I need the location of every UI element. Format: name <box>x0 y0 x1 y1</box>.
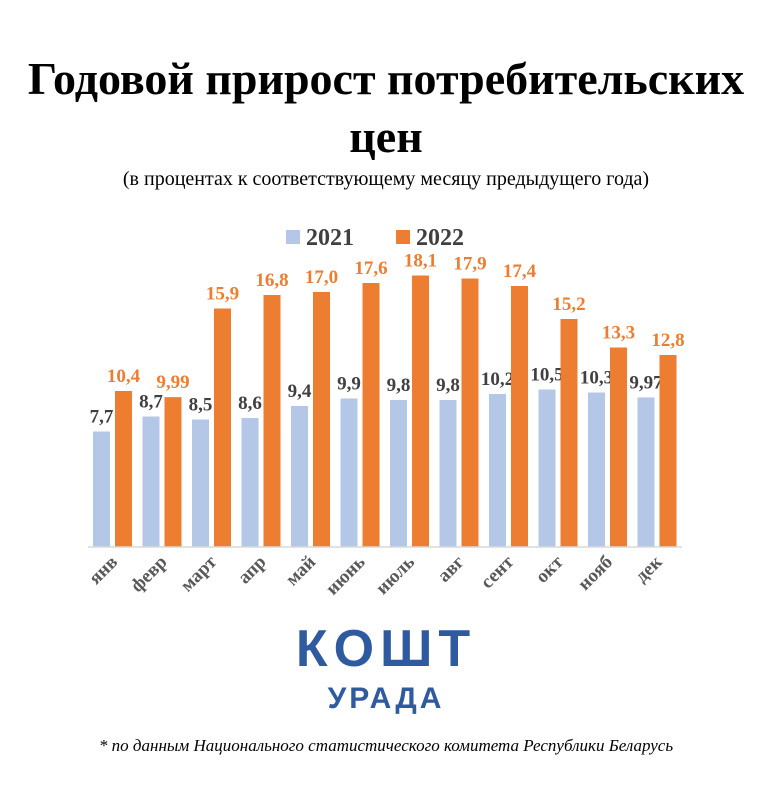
x-tick-label-окт: окт <box>532 551 568 587</box>
bar-2021-май <box>291 406 308 547</box>
data-label-2022-июль: 18,1 <box>404 251 437 272</box>
data-label-2022-янв: 10,4 <box>107 366 141 387</box>
bar-2022-февр <box>164 397 182 547</box>
data-label-2021-сент: 10,2 <box>481 369 514 390</box>
chart-subtitle: (в процентах к соответствующему месяцу п… <box>122 168 650 190</box>
data-label-2022-февр: 9,99 <box>156 372 189 393</box>
bar-2021-окт <box>538 389 556 547</box>
bar-2022-июнь <box>362 283 380 547</box>
bar-2022-авг <box>461 278 479 547</box>
data-label-2021-дек: 9,97 <box>629 372 663 393</box>
x-tick-label-сент: сент <box>477 551 519 593</box>
bar-chart: 2021 2022 7,7 10,4 янв 8,79,99 февр 8,5 15,9 март… <box>85 225 685 600</box>
bar-2021-янв <box>93 431 110 547</box>
bar-2022-дек <box>659 355 677 547</box>
bar-2021-апр <box>241 418 259 547</box>
data-label-2022-сент: 17,4 <box>503 261 537 282</box>
x-tick-label-июнь: июнь <box>322 552 370 600</box>
data-label-2021-авг: 9,8 <box>436 375 460 396</box>
bar-2021-авг <box>439 400 457 547</box>
data-label-2021-нояб: 10,3 <box>580 368 613 389</box>
legend-swatch-2021 <box>286 230 300 244</box>
data-label-2022-дек: 12,8 <box>651 330 684 351</box>
bar-2022-сент <box>511 286 528 547</box>
x-tick-label-нояб: нояб <box>574 552 617 595</box>
bar-2021-июнь <box>340 398 358 547</box>
bar-2021-дек <box>637 397 655 547</box>
data-label-2022-окт: 15,2 <box>552 294 585 315</box>
data-label-2022-май: 17,0 <box>305 267 338 288</box>
bar-2021-февр <box>142 416 160 547</box>
data-label-2021-июль: 9,8 <box>387 375 411 396</box>
data-label-2021-февр: 8,7 <box>139 392 163 413</box>
data-label-2021-июнь: 9,9 <box>337 374 361 395</box>
x-tick-label-апр: апр <box>234 552 271 589</box>
bar-2021-сент <box>489 394 506 547</box>
x-tick-label-май: май <box>282 552 320 590</box>
chart-title: Годовой прирост потребительских цен <box>27 53 745 162</box>
bar-2022-май <box>313 292 330 547</box>
footnote: * по данным Национального статистическог… <box>98 736 674 755</box>
x-tick-label-авг: авг <box>434 551 469 586</box>
data-label-2021-май: 9,4 <box>288 381 312 402</box>
bar-2022-апр <box>263 295 281 547</box>
data-label-2021-апр: 8,6 <box>238 393 262 414</box>
logo-main-text: КОШТ <box>295 620 477 678</box>
x-tick-label-июль: июль <box>372 552 419 599</box>
logo-sub-text: УРАДА <box>327 682 445 715</box>
bar-2021-нояб <box>588 392 605 547</box>
x-tick-label-дек: дек <box>631 552 666 587</box>
x-tick-label-февр: февр <box>127 552 172 597</box>
bar-2022-окт <box>560 319 578 547</box>
data-label-2021-окт: 10,5 <box>530 365 563 386</box>
data-label-2021-янв: 7,7 <box>90 407 114 428</box>
legend-label-2022: 2022 <box>416 225 464 251</box>
legend-swatch-2022 <box>396 230 410 244</box>
data-label-2022-нояб: 13,3 <box>602 323 635 344</box>
bar-2022-янв <box>115 391 132 547</box>
data-label-2021-март: 8,5 <box>189 395 213 416</box>
data-label-2022-апр: 16,8 <box>255 270 288 291</box>
data-label-2022-март: 15,9 <box>206 284 239 305</box>
data-label-2022-авг: 17,9 <box>453 254 486 275</box>
legend-label-2021: 2021 <box>306 225 354 251</box>
x-tick-label-янв: янв <box>85 552 122 589</box>
bar-2021-июль <box>390 400 407 547</box>
bar-2022-нояб <box>610 347 627 547</box>
x-tick-label-март: март <box>177 551 222 596</box>
bar-2022-март <box>214 308 231 547</box>
logo: КОШТ УРАДА <box>0 618 772 718</box>
bar-2022-июль <box>412 275 429 547</box>
bar-2021-март <box>192 419 209 547</box>
data-label-2022-июнь: 17,6 <box>354 258 387 279</box>
